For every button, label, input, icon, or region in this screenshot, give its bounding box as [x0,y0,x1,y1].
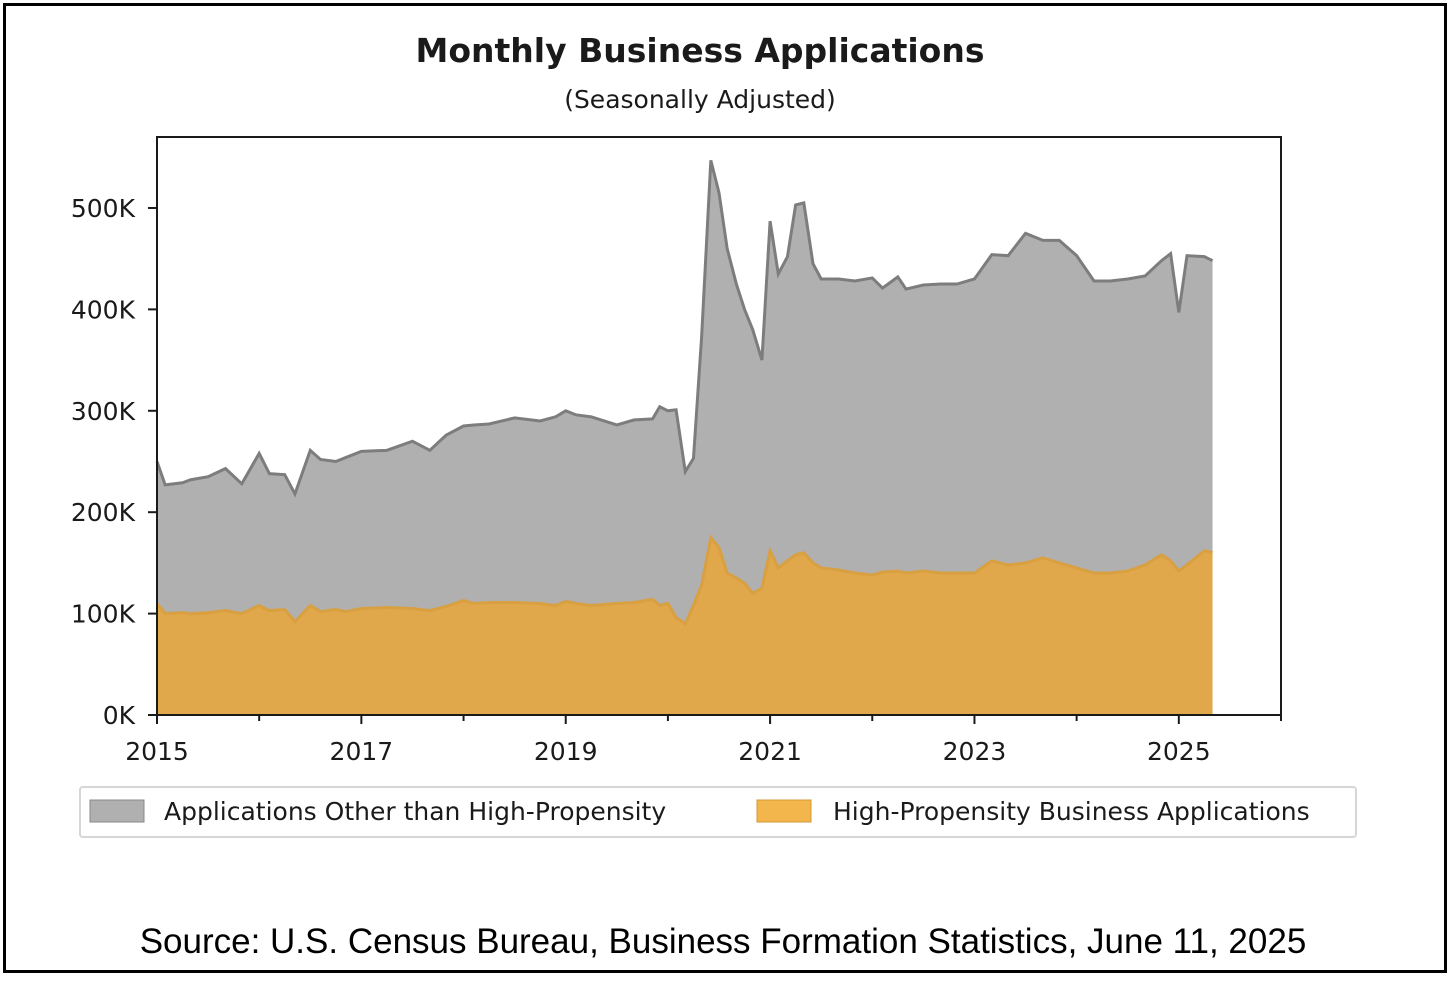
x-tick-label: 2023 [943,737,1007,766]
area-other-than-high-propensity [157,160,1213,624]
x-tick-label: 2017 [330,737,394,766]
y-tick-label: 400K [71,295,136,324]
chart-title: Monthly Business Applications [416,31,985,70]
y-axis: 0K 100K 200K 300K 400K 500K [71,194,157,730]
y-tick-label: 300K [71,397,136,426]
line-total [155,159,1214,498]
y-tick-label: 500K [71,194,136,223]
legend: Applications Other than High-Propensity … [79,786,1357,838]
legend-swatch-other [89,799,145,823]
x-tick-label: 2019 [534,737,598,766]
plot-areas [157,160,1213,715]
series-lines [155,159,1214,626]
y-tick-label: 0K [103,701,136,730]
x-tick-label: 2015 [125,737,189,766]
x-tick-label: 2025 [1147,737,1211,766]
line-high-propensity [155,534,1213,626]
y-tick-label: 100K [71,600,136,629]
legend-label-high-propensity: High-Propensity Business Applications [833,797,1310,826]
plot-border [156,136,1282,716]
x-tick-label: 2021 [738,737,802,766]
legend-box [79,786,1357,838]
legend-swatch-high-propensity [756,799,812,823]
x-axis: 2015 2017 2019 2021 2023 2025 [125,715,1282,766]
area-high-propensity [157,537,1213,715]
source-note: Source: U.S. Census Bureau, Business For… [139,922,1307,961]
y-tick-label: 200K [71,498,136,527]
legend-label-other: Applications Other than High-Propensity [164,797,666,826]
chart-subtitle: (Seasonally Adjusted) [564,85,836,114]
